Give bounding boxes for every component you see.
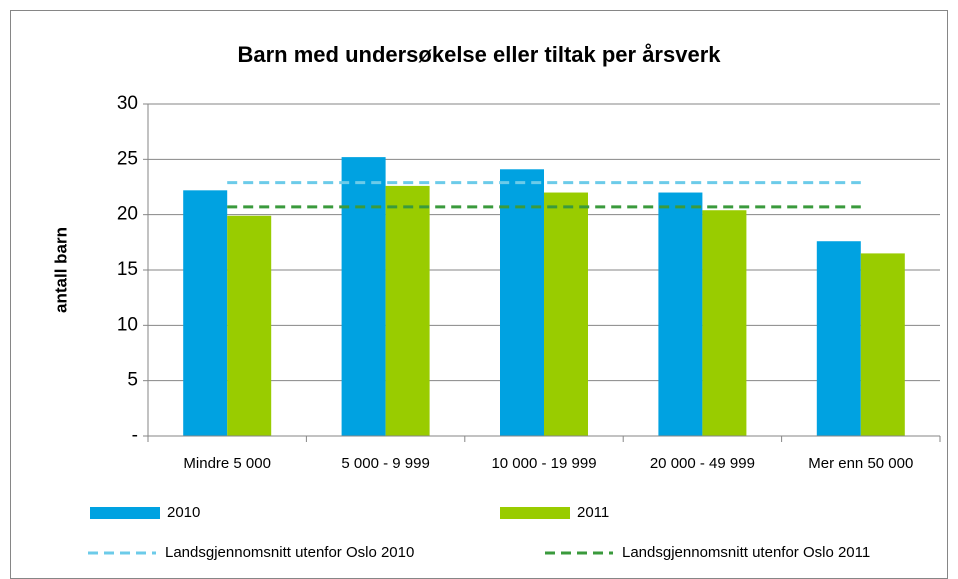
legend-swatch [500,507,570,519]
bar [227,215,272,436]
y-axis-title: antall barn [51,227,70,313]
bar [658,192,703,436]
bar [500,169,544,436]
bar [341,157,386,436]
chart-border [10,10,948,579]
chart-title: Barn med undersøkelse eller tiltak per å… [237,42,721,67]
x-tick-label: Mindre 5 000 [183,455,271,472]
bar [816,241,861,436]
y-tick-label: 15 [117,259,138,280]
y-tick-label: 20 [117,204,138,225]
bar [544,192,588,436]
x-tick-label: 10 000 - 19 999 [491,455,596,472]
legend-label: 2010 [167,504,200,521]
legend-label: 2011 [577,504,609,521]
x-tick-label: 20 000 - 49 999 [650,455,755,472]
y-tick-label: - [132,425,138,446]
bar [702,210,747,436]
y-tick-label: 30 [117,93,138,114]
x-tick-label: 5 000 - 9 999 [341,455,429,472]
legend-label: Landsgjennomsnitt utenfor Oslo 2011 [622,544,870,561]
y-tick-label: 10 [117,314,138,335]
bar [860,253,905,436]
x-tick-label: Mer enn 50 000 [808,455,913,472]
bar [183,190,228,436]
legend-swatch [90,507,160,519]
bar [385,185,430,436]
y-tick-label: 25 [117,148,138,169]
legend-label: Landsgjennomsnitt utenfor Oslo 2010 [165,544,414,561]
y-tick-label: 5 [127,370,138,391]
